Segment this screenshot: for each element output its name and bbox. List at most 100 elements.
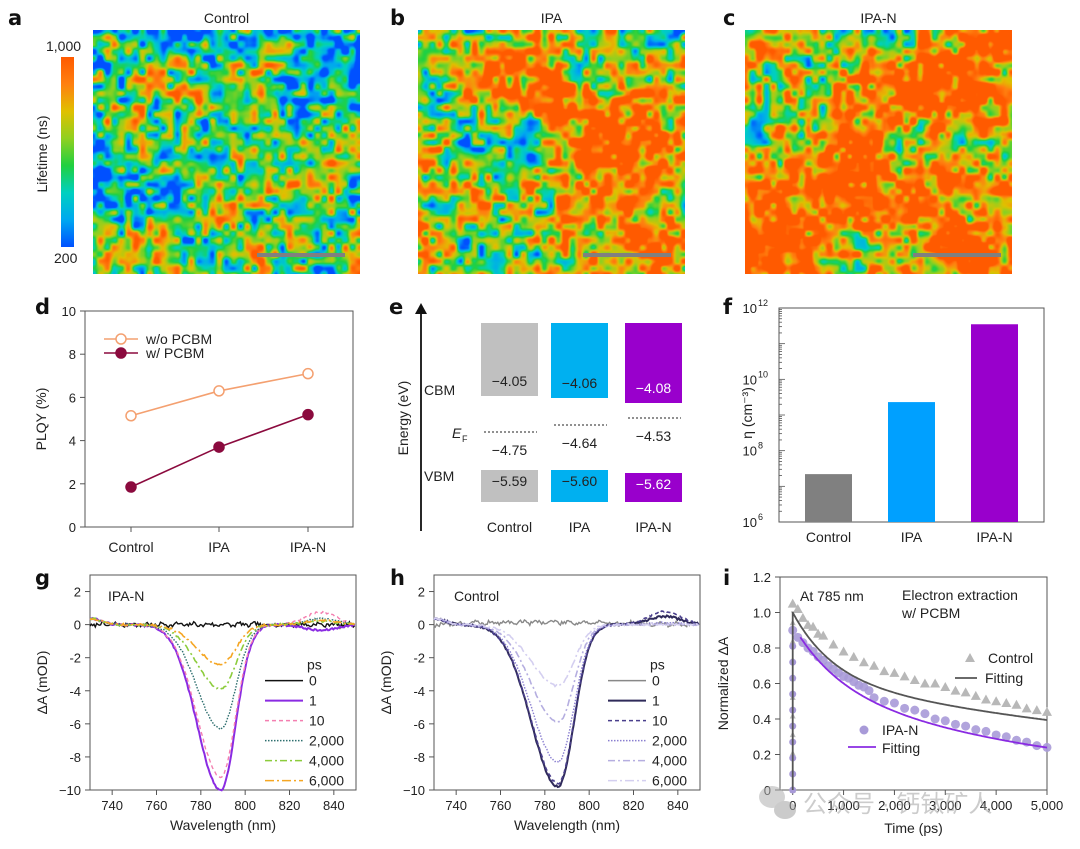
x-tick-label-ipa-n: IPA-N — [290, 539, 326, 555]
y-tick-label: 1.0 — [753, 606, 771, 621]
spectrum-6000 — [433, 617, 699, 688]
colorbar-min-label: 200 — [54, 250, 78, 266]
ipa-n-point — [889, 698, 899, 708]
lifetime-map-ipa — [418, 30, 685, 274]
ipa-n-point — [971, 725, 981, 735]
x-tick-label: 800 — [578, 798, 600, 813]
fermi-level-value: −4.64 — [562, 435, 598, 451]
control-point — [919, 678, 930, 688]
bar-control — [805, 474, 852, 522]
scale-bar-control — [257, 253, 345, 257]
x-tick-label: 800 — [234, 798, 256, 813]
ipa-n-point — [864, 686, 874, 696]
y-tick-label: 0 — [69, 520, 76, 535]
y-tick-label: 2 — [69, 477, 76, 492]
ipa-n-point — [961, 721, 971, 731]
y-axis-label: PLQY (%) — [33, 388, 49, 451]
condition-annotation-line2: w/ PCBM — [901, 605, 960, 621]
y-tick-label: -8 — [69, 750, 81, 765]
y-tick-label: -6 — [69, 717, 81, 732]
cbm-value: −4.06 — [562, 375, 598, 391]
y-tick-label: 0 — [74, 618, 81, 633]
control-point — [848, 651, 859, 661]
y-axis-label: η (cm⁻³) — [739, 387, 755, 439]
x-tick-label: 740 — [101, 798, 123, 813]
x-tick-label: 820 — [279, 798, 301, 813]
x-tick-label: 820 — [623, 798, 645, 813]
wechat-icon — [759, 786, 796, 819]
control-point — [818, 630, 829, 640]
data-point — [302, 408, 314, 421]
legend-marker — [115, 333, 127, 345]
legend-marker-control — [965, 653, 975, 662]
spectrum-0 — [89, 620, 356, 630]
ipa-n-fit-line — [799, 636, 1048, 749]
energy-axis-arrow-icon — [415, 303, 427, 314]
x-tick-label: 1,000 — [827, 798, 860, 813]
x-tick-label-ipa: IPA — [901, 529, 923, 545]
vbm-box-ipa — [551, 470, 608, 502]
x-tick-label: 5,000 — [1031, 798, 1064, 813]
control-point — [1042, 706, 1052, 716]
x-tick-label: 840 — [323, 798, 345, 813]
watermark: 公众号 · 钙钛矿人 — [759, 786, 992, 819]
control-point — [1011, 699, 1022, 709]
spectrum-0 — [433, 618, 699, 629]
spectrum-6000 — [89, 617, 356, 666]
legend-label: 10 — [652, 713, 668, 729]
ef-row-label-sub: F — [462, 434, 468, 444]
ipa-n-point — [1001, 732, 1011, 742]
control-point — [940, 682, 951, 692]
scale-bar-ipa-n — [913, 253, 1001, 257]
plqy-chart: 0 2 4 6 8 10 Control IPA IPA-N PLQY (%) w/o PCBMw/… — [33, 304, 354, 555]
y-tick-label: -2 — [69, 651, 81, 666]
vbm-box-control — [481, 470, 538, 502]
y-tick-label: 10 — [743, 444, 757, 459]
sample-annotation: Control — [454, 588, 499, 604]
y-tick-exponent: 10 — [758, 369, 768, 379]
data-point — [125, 410, 137, 422]
legend-marker-ipa-n — [859, 725, 869, 735]
wechat-icon-bubble-1 — [759, 786, 785, 808]
legend-label: 2,000 — [309, 733, 344, 749]
legend-label-ipa-n: IPA-N — [882, 722, 918, 738]
fermi-level-value: −4.75 — [492, 442, 528, 458]
control-point — [879, 666, 890, 676]
y-tick-label: 10 — [62, 304, 76, 319]
x-tick-label: 760 — [490, 798, 512, 813]
legend-label-control: Control — [988, 650, 1033, 666]
x-axis-label: Time (ps) — [884, 820, 943, 836]
control-point — [930, 678, 941, 688]
control-point — [970, 690, 981, 700]
panel-label-d: d — [35, 295, 51, 319]
control-point — [950, 685, 961, 695]
ta-kinetics-chart: 00.20.40.60.81.01.201,0002,0003,0004,000… — [715, 570, 1063, 836]
cbm-box-ipa-n — [625, 323, 682, 403]
x-tick-label-control: Control — [806, 529, 851, 545]
data-point — [213, 441, 225, 453]
legend-label-ipa-n-fit: Fitting — [882, 740, 920, 756]
wavelength-annotation: At 785 nm — [800, 588, 864, 604]
sample-annotation: IPA-N — [108, 588, 144, 604]
vbm-row-label: VBM — [424, 468, 454, 484]
y-tick-label: 0.2 — [753, 748, 771, 763]
legend-label: w/o PCBM — [145, 331, 212, 347]
y-tick-label: 10 — [743, 372, 757, 387]
cbm-row-label: CBM — [424, 382, 455, 398]
y-tick-label: 10 — [743, 515, 757, 530]
y-tick-label: 0 — [418, 618, 425, 633]
control-point — [869, 660, 880, 670]
control-point — [858, 657, 869, 667]
y-tick-label: 2 — [74, 585, 81, 600]
heatmap-title-control: Control — [203, 10, 250, 26]
legend-label: 10 — [309, 713, 325, 729]
vbm-value: −5.59 — [492, 473, 528, 489]
y-tick-label: -4 — [69, 684, 81, 699]
ipa-n-point — [981, 726, 991, 736]
ipa-n-point — [940, 716, 950, 726]
panel-label-f: f — [723, 295, 733, 319]
cbm-value: −4.05 — [492, 373, 528, 389]
ef-row-label: E — [452, 425, 462, 441]
